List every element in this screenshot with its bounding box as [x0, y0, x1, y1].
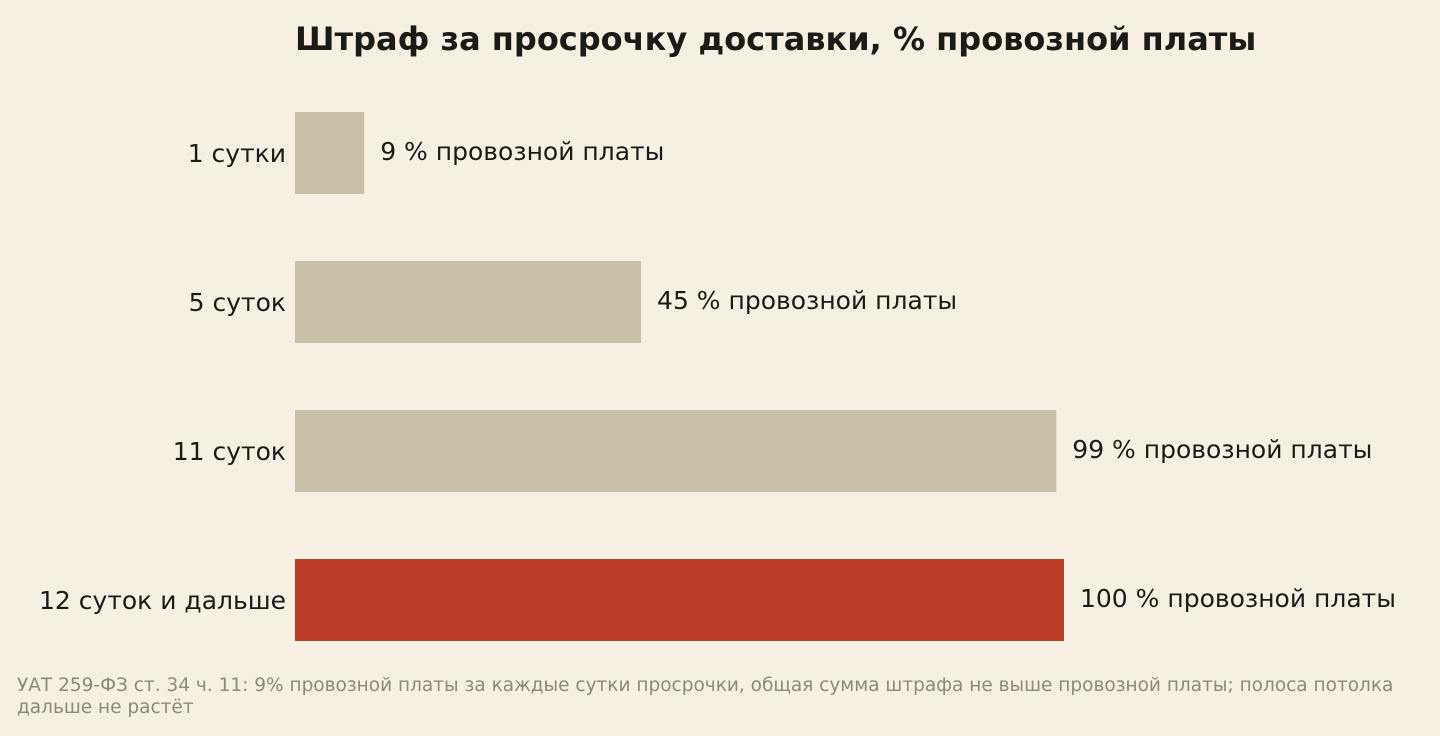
- bar-2: [295, 261, 642, 343]
- bar-3: [295, 410, 1057, 492]
- category-label-2: 5 суток: [189, 288, 286, 317]
- category-label-1: 1 сутки: [188, 139, 286, 168]
- value-label-4: 100 % провозной платы: [1080, 584, 1396, 613]
- category-label-3: 11 суток: [173, 437, 286, 466]
- value-label-3: 99 % провозной платы: [1072, 435, 1372, 464]
- chart-title: Штраф за просрочку доставки, % провозной…: [295, 20, 1256, 58]
- bar-1: [295, 112, 365, 194]
- bar-4: [295, 559, 1064, 641]
- bars-group: 1 сутки 9 % провозной платы 5 суток 45 % пр…: [39, 112, 1396, 641]
- value-label-1: 9 % провозной платы: [380, 137, 664, 166]
- value-label-2: 45 % провозной платы: [657, 286, 957, 315]
- category-label-4: 12 суток и дальше: [39, 586, 286, 615]
- footnote: УАТ 259-ФЗ ст. 34 ч. 11: 9% провозной пл…: [17, 675, 1394, 718]
